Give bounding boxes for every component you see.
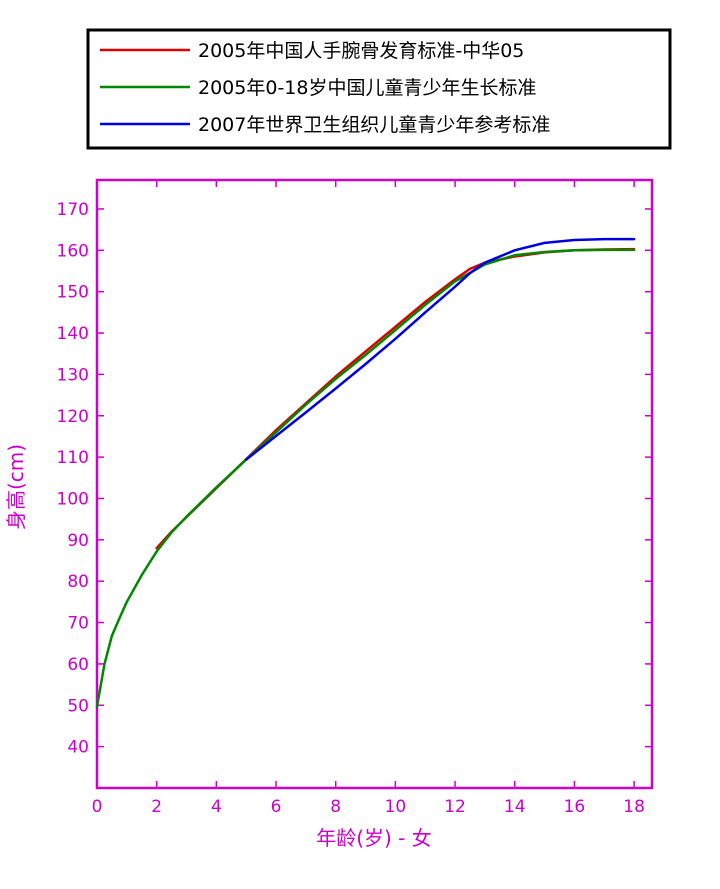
series-line-1: [95, 248, 636, 708]
x-axis-ticks: 0 2 4 6 8 10 12 14 16 18: [92, 180, 645, 817]
series-line-0: [155, 247, 636, 550]
x-tick-label: 18: [623, 797, 645, 817]
y-tick-label: 50: [67, 696, 89, 716]
y-tick-label: 160: [57, 241, 89, 261]
y-axis-title: 身高(cm): [4, 444, 28, 530]
x-tick-label: 16: [564, 797, 586, 817]
y-tick-label: 90: [67, 531, 89, 551]
x-tick-label: 0: [92, 797, 103, 817]
x-tick-label: 12: [444, 797, 466, 817]
legend: 2005年中国人手腕骨发育标准-中华05 2005年0-18岁中国儿童青少年生长…: [86, 28, 672, 150]
plot-area: [95, 178, 654, 790]
y-tick-label: 40: [67, 738, 89, 758]
x-tick-label: 10: [385, 797, 407, 817]
y-tick-label: 140: [57, 324, 89, 344]
series-layer: [95, 237, 636, 708]
series-line-2: [244, 237, 636, 461]
y-tick-label: 80: [67, 572, 89, 592]
y-tick-label: 110: [57, 448, 89, 468]
x-tick-label: 4: [211, 797, 222, 817]
legend-label-0: 2005年中国人手腕骨发育标准-中华05: [198, 40, 524, 62]
x-tick-label: 6: [271, 797, 282, 817]
y-tick-label: 170: [57, 200, 89, 220]
y-tick-label: 70: [67, 614, 89, 634]
x-axis-title: 年龄(岁) - 女: [316, 826, 432, 850]
y-tick-label: 100: [57, 489, 89, 509]
x-tick-label: 2: [151, 797, 162, 817]
x-tick-label: 8: [330, 797, 341, 817]
y-tick-label: 120: [57, 407, 89, 427]
y-tick-label: 130: [57, 365, 89, 385]
y-tick-label: 60: [67, 655, 89, 675]
x-tick-label: 14: [504, 797, 526, 817]
legend-label-1: 2005年0-18岁中国儿童青少年生长标准: [198, 77, 536, 99]
y-axis-ticks: 40 50 60 70 80 90 100 110 120 130 140 150 160 170: [57, 200, 652, 758]
y-tick-label: 150: [57, 283, 89, 303]
legend-label-2: 2007年世界卫生组织儿童青少年参考标准: [198, 114, 550, 136]
